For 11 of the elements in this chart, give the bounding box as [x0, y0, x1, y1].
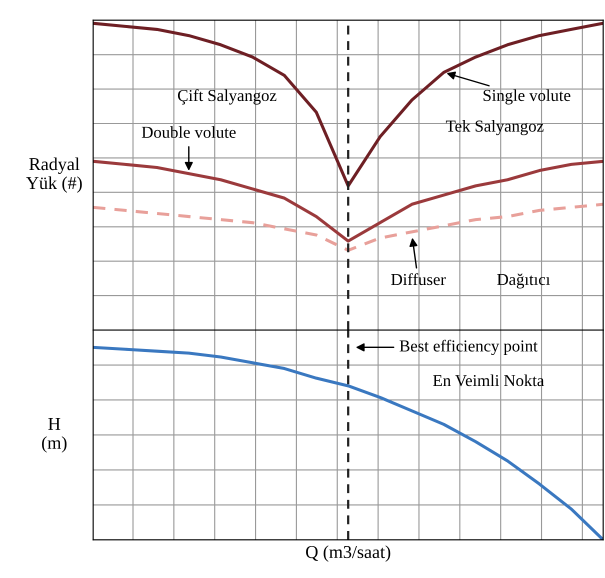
annotation: En Veimli Nokta — [433, 374, 544, 386]
annotation: Çift Salyangoz — [178, 89, 276, 105]
annotation: Best efficiency point — [400, 340, 538, 356]
series-label: Single volute — [484, 89, 570, 104]
series-label: Double volute — [142, 126, 236, 138]
text: Diffuser — [391, 273, 446, 286]
y-axis-title: Radyal Yük (#) — [26, 157, 82, 193]
x-axis-title: Q (m3/saat) — [306, 545, 390, 562]
y-axis-title: H (m) — [42, 418, 67, 453]
annotation: Dağıtıcı — [497, 274, 550, 289]
annotation: Tek Salyangoz — [446, 120, 544, 136]
